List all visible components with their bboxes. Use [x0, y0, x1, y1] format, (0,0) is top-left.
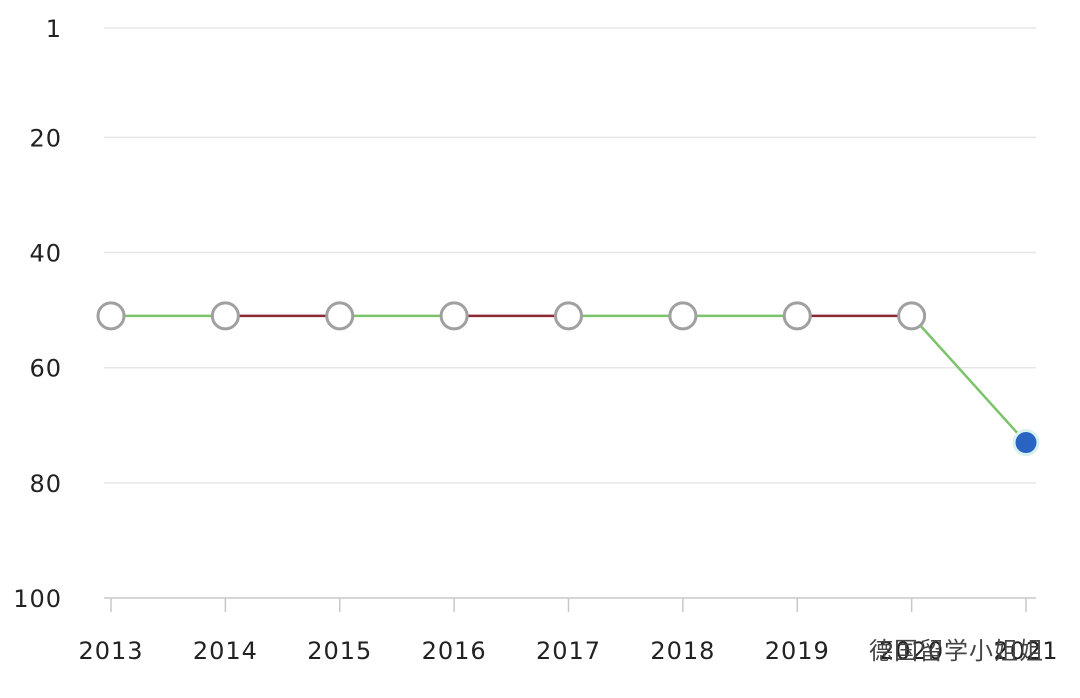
watermark: 德国留学小姐姐 — [869, 637, 1044, 665]
data-point — [554, 301, 583, 331]
y-tick-label: 100 — [13, 585, 62, 613]
line-segment — [910, 315, 1027, 444]
x-tick-label: 2015 — [307, 637, 372, 665]
data-point — [782, 301, 812, 331]
x-tick-label: 2017 — [536, 637, 601, 665]
x-tick-label: 2019 — [765, 637, 830, 665]
y-tick-label: 80 — [29, 470, 62, 498]
x-tick-label: 2020 — [879, 637, 944, 665]
x-tick-label: 2013 — [78, 637, 143, 665]
y-tick-label: 60 — [29, 355, 62, 383]
x-tick-label: 2014 — [193, 637, 258, 665]
data-point — [668, 301, 698, 331]
x-tick-label: 2018 — [650, 637, 715, 665]
data-point — [325, 301, 355, 331]
data-point — [439, 301, 469, 331]
y-tick-label: 40 — [29, 240, 62, 268]
y-tick-label: 1 — [46, 15, 62, 43]
data-point — [210, 301, 240, 331]
x-tick-label: 2021 — [993, 637, 1058, 665]
data-point — [897, 301, 927, 331]
x-tick-label: 2016 — [422, 637, 487, 665]
data-point — [96, 301, 126, 331]
data-point — [1012, 429, 1040, 457]
y-tick-label: 20 — [29, 124, 62, 152]
